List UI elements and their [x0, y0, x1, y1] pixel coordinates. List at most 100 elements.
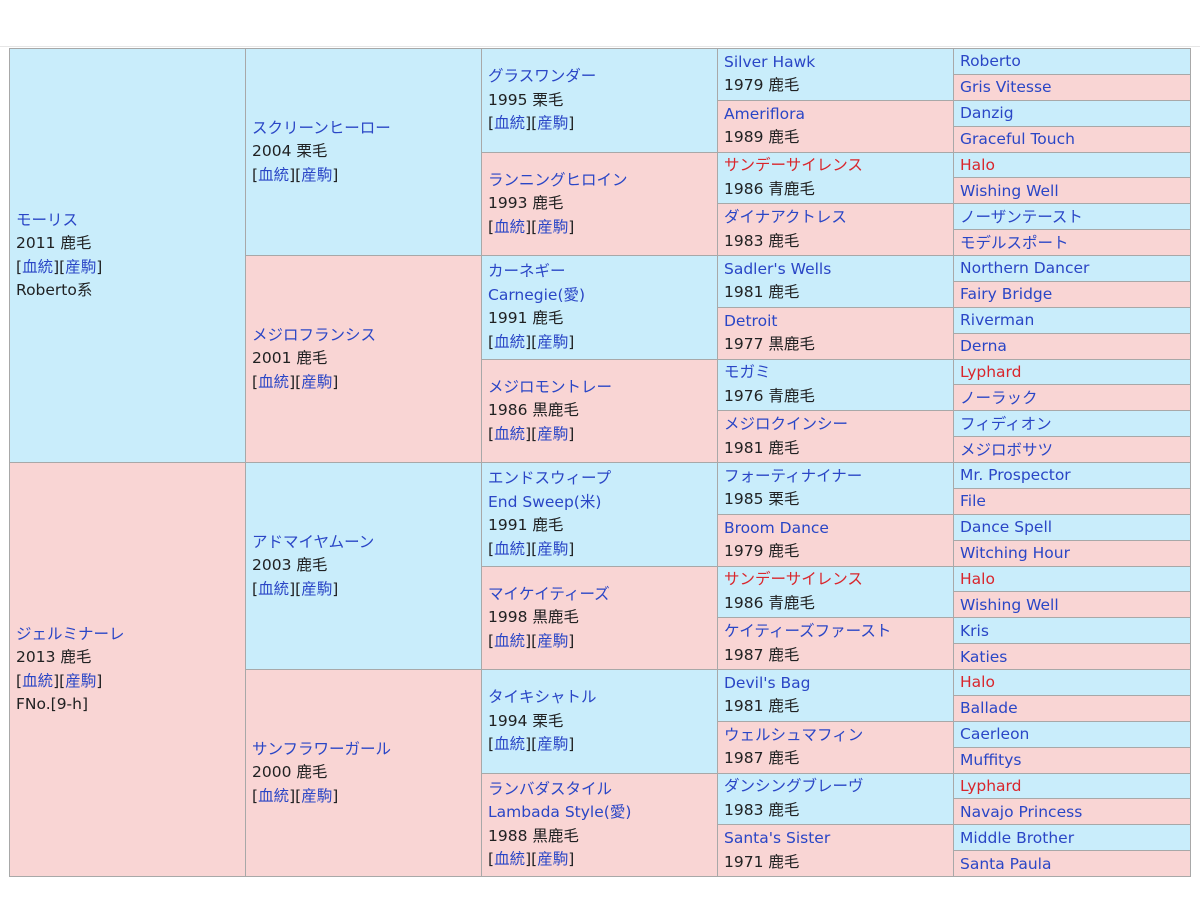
pedigree-cell-gen4: Santa's Sister 1971 鹿毛	[717, 824, 954, 877]
horse-name-link[interactable]: カーネギー	[488, 262, 566, 281]
bloodline-link[interactable]: 血統	[494, 850, 526, 869]
horse-name-link[interactable]: Danzig	[960, 104, 1014, 123]
horse-name-link[interactable]: Wishing Well	[960, 181, 1059, 200]
offspring-link[interactable]: 産駒	[537, 539, 569, 558]
pedigree-row: Gris Vitesse	[10, 73, 1191, 101]
horse-name-link[interactable]: フォーティナイナー	[724, 466, 863, 485]
offspring-link[interactable]: 産駒	[301, 372, 333, 391]
horse-name-link[interactable]: Halo	[960, 673, 995, 692]
horse-name-link[interactable]: サンフラワーガール	[252, 739, 392, 758]
horse-foreign-name-link[interactable]: End Sweep(米)	[488, 492, 602, 511]
horse-name-link[interactable]: ノーラック	[960, 388, 1038, 407]
birth-year-color: 1986 黒鹿毛	[488, 401, 579, 419]
horse-name-link[interactable]: Kris	[960, 621, 989, 640]
horse-name-link[interactable]: Detroit	[724, 311, 778, 330]
bloodline-link[interactable]: 血統	[494, 631, 526, 650]
offspring-link[interactable]: 産駒	[537, 217, 569, 236]
offspring-link[interactable]: 産駒	[537, 424, 569, 443]
horse-name-link[interactable]: ダンシングブレーヴ	[724, 777, 864, 796]
offspring-link[interactable]: 産駒	[301, 579, 333, 598]
horse-name-link[interactable]: Santa Paula	[960, 854, 1052, 873]
horse-name-link[interactable]: Sadler's Wells	[724, 259, 832, 278]
offspring-link[interactable]: 産駒	[65, 257, 97, 276]
horse-name-link[interactable]: Katies	[960, 647, 1008, 666]
horse-name-link[interactable]: Devil's Bag	[724, 673, 811, 692]
horse-name-link[interactable]: Lyphard	[960, 362, 1022, 381]
horse-name-link[interactable]: メジロクインシー	[724, 415, 849, 434]
horse-name-link[interactable]: タイキシャトル	[488, 688, 597, 706]
horse-name-link[interactable]: ダイナアクトレス	[724, 208, 847, 227]
bloodline-link[interactable]: 血統	[258, 165, 290, 184]
horse-name-link[interactable]: Silver Hawk	[724, 52, 816, 71]
pedigree-cell-gen4: Ameriflora 1989 鹿毛	[717, 99, 954, 153]
horse-name-link[interactable]: エンドスウィープ	[488, 469, 612, 488]
offspring-link[interactable]: 産駒	[537, 332, 569, 351]
horse-name-link[interactable]: ノーザンテースト	[960, 207, 1083, 226]
bloodline-link[interactable]: 血統	[494, 217, 526, 236]
horse-name-link[interactable]: Graceful Touch	[960, 130, 1075, 149]
bloodline-link[interactable]: 血統	[494, 539, 526, 558]
bloodline-link[interactable]: 血統	[258, 786, 290, 805]
offspring-link[interactable]: 産駒	[537, 631, 569, 650]
horse-name-link[interactable]: Riverman	[960, 311, 1035, 330]
horse-name-link[interactable]: Wishing Well	[960, 595, 1059, 614]
bloodline-link[interactable]: 血統	[494, 424, 526, 443]
horse-name-link[interactable]: Muffitys	[960, 751, 1022, 770]
horse-name-link[interactable]: アドマイヤムーン	[252, 532, 375, 551]
horse-name-link[interactable]: Navajo Princess	[960, 802, 1083, 821]
bloodline-link[interactable]: 血統	[258, 579, 290, 598]
horse-name-link[interactable]: メジロボサツ	[960, 440, 1054, 459]
horse-name-link[interactable]: Dance Spell	[960, 518, 1053, 537]
horse-name-link[interactable]: グラスワンダー	[488, 67, 597, 85]
horse-name-link[interactable]: ジェルミナーレ	[16, 624, 125, 643]
bloodline-link[interactable]: 血統	[494, 735, 526, 753]
horse-name-link[interactable]: Halo	[960, 569, 995, 588]
horse-name-link[interactable]: モーリス	[16, 210, 79, 229]
horse-name-link[interactable]: Halo	[960, 155, 995, 174]
horse-name-link[interactable]: Ballade	[960, 699, 1018, 718]
horse-name-link[interactable]: Roberto	[960, 52, 1021, 71]
horse-name-link[interactable]: フィディオン	[960, 414, 1052, 433]
horse-name-link[interactable]: Derna	[960, 337, 1007, 356]
horse-name-link[interactable]: ランバダスタイル	[488, 779, 613, 798]
horse-foreign-name-link[interactable]: Carnegie(愛)	[488, 285, 586, 304]
offspring-link[interactable]: 産駒	[301, 165, 333, 184]
horse-name-link[interactable]: Caerleon	[960, 725, 1030, 744]
horse-name-link[interactable]: File	[960, 492, 986, 511]
horse-name-link[interactable]: Lyphard	[960, 776, 1022, 795]
offspring-link[interactable]: 産駒	[537, 850, 569, 869]
horse-name-link[interactable]: Middle Brother	[960, 828, 1075, 847]
horse-name-link[interactable]: スクリーンヒーロー	[252, 118, 391, 137]
horse-name-link[interactable]: Broom Dance	[724, 518, 829, 537]
offspring-link[interactable]: 産駒	[537, 735, 569, 753]
horse-foreign-name-link[interactable]: Lambada Style(愛)	[488, 803, 632, 822]
bloodline-link[interactable]: 血統	[22, 671, 54, 690]
horse-name-link[interactable]: メジロフランシス	[252, 325, 377, 344]
horse-name-link[interactable]: Gris Vitesse	[960, 78, 1052, 97]
horse-name-link[interactable]: サンデーサイレンス	[724, 570, 863, 589]
horse-name-link[interactable]: Santa's Sister	[724, 829, 831, 848]
horse-name-link[interactable]: Northern Dancer	[960, 259, 1090, 278]
horse-name-link[interactable]: ケイティーズファースト	[724, 622, 892, 641]
bloodline-link[interactable]: 血統	[494, 114, 526, 132]
bloodline-link[interactable]: 血統	[494, 332, 526, 351]
offspring-link[interactable]: 産駒	[537, 114, 569, 132]
horse-name-link[interactable]: モデルスポート	[960, 233, 1069, 252]
horse-name-link[interactable]: Fairy Bridge	[960, 285, 1053, 304]
offspring-link[interactable]: 産駒	[65, 671, 97, 690]
horse-name-link[interactable]: モガミ	[724, 363, 771, 382]
horse-name-link[interactable]: メジロモントレー	[488, 377, 613, 396]
horse-name-link[interactable]: Witching Hour	[960, 544, 1070, 563]
horse-name-link[interactable]: Ameriflora	[724, 104, 806, 123]
horse-name-link[interactable]: Mr. Prospector	[960, 466, 1071, 485]
horse-note: Roberto系	[16, 281, 93, 299]
birth-year-color: 2001 鹿毛	[252, 349, 328, 368]
pedigree-cell-gen1: ジェルミナーレ 2013 鹿毛 [血統][産駒] FNo.[9-h]	[9, 462, 246, 877]
bloodline-link[interactable]: 血統	[22, 257, 54, 276]
horse-name-link[interactable]: マイケイティーズ	[488, 584, 610, 603]
bloodline-link[interactable]: 血統	[258, 372, 290, 391]
offspring-link[interactable]: 産駒	[301, 786, 333, 805]
horse-name-link[interactable]: ウェルシュマフィン	[724, 725, 864, 744]
horse-name-link[interactable]: ランニングヒロイン	[488, 170, 628, 189]
horse-name-link[interactable]: サンデーサイレンス	[724, 156, 863, 175]
